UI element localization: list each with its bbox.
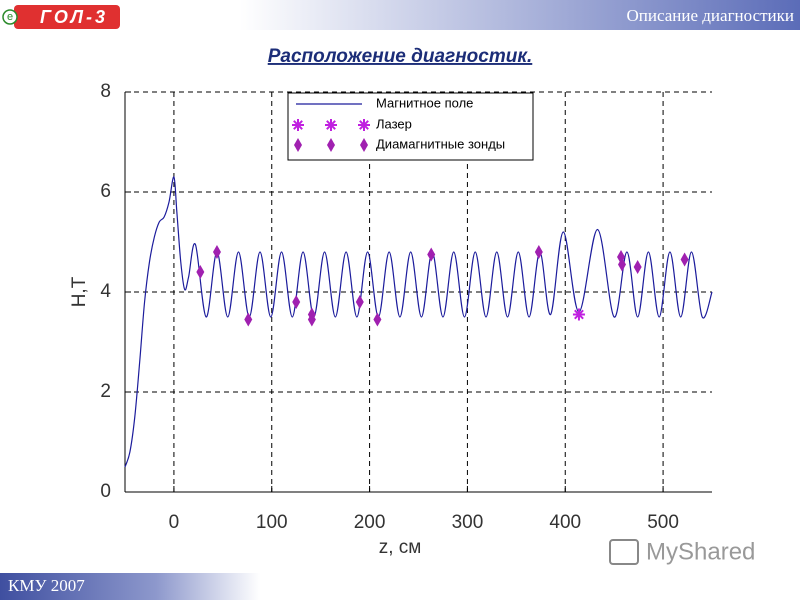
line-series [124, 176, 713, 468]
probe-point [427, 247, 436, 262]
y-tick-label: 8 [100, 81, 111, 102]
footer-bar [0, 573, 260, 600]
y-axis-label: H,T [69, 276, 90, 307]
y-tick-label: 6 [100, 181, 111, 202]
legend-star [358, 119, 370, 131]
legend-stars [292, 119, 370, 131]
x-tick-label: 400 [549, 512, 581, 533]
chart-title: Расположение диагностик. [268, 46, 533, 67]
plot: 0 2 4 6 8 0 100 200 300 400 500 [100, 81, 713, 533]
x-tick-label: 300 [452, 512, 484, 533]
watermark-icon [609, 539, 639, 565]
y-tick-label: 4 [100, 281, 111, 302]
probe-point [633, 260, 642, 274]
legend-label: Диамагнитные зонды [376, 136, 505, 151]
probe-point [534, 245, 543, 259]
x-tick-label: 500 [647, 512, 679, 533]
logo-circle [2, 9, 18, 25]
watermark: MyShared [646, 538, 755, 565]
probe-point [307, 312, 316, 327]
legend-diamonds [294, 138, 368, 152]
x-axis-label: z, см [379, 537, 422, 558]
probe-point [212, 245, 221, 259]
probe-point [244, 312, 253, 327]
section-title: Описание диагностики [627, 6, 794, 25]
legend-star [325, 119, 337, 131]
x-tick-label: 100 [256, 512, 288, 533]
x-tick-label: 0 [169, 512, 180, 533]
logo-box [14, 5, 120, 29]
legend-label: Магнитное поле [376, 95, 473, 110]
footer-text: КМУ 2007 [8, 576, 85, 595]
header-bar [0, 0, 800, 30]
legend-star [292, 119, 304, 131]
probe-point [617, 257, 626, 272]
probe-point [355, 295, 364, 309]
legend-diamond [327, 138, 335, 152]
probe-point [680, 252, 689, 267]
legend-label: Лазер [376, 116, 412, 131]
x-tick-label: 200 [354, 512, 386, 533]
legend-diamond [294, 138, 302, 152]
probe-point [373, 312, 382, 327]
logo-mark: e [7, 11, 13, 23]
probe-point [292, 295, 301, 309]
laser-point [572, 308, 585, 321]
y-tick-label: 2 [100, 381, 111, 402]
probe-point [196, 265, 205, 279]
logo-text: ГОЛ-3 [40, 7, 108, 27]
legend: Магнитное поле Лазер Диамагнитные зонды [287, 92, 534, 161]
y-tick-label: 0 [100, 481, 111, 502]
legend-diamond [360, 138, 368, 152]
